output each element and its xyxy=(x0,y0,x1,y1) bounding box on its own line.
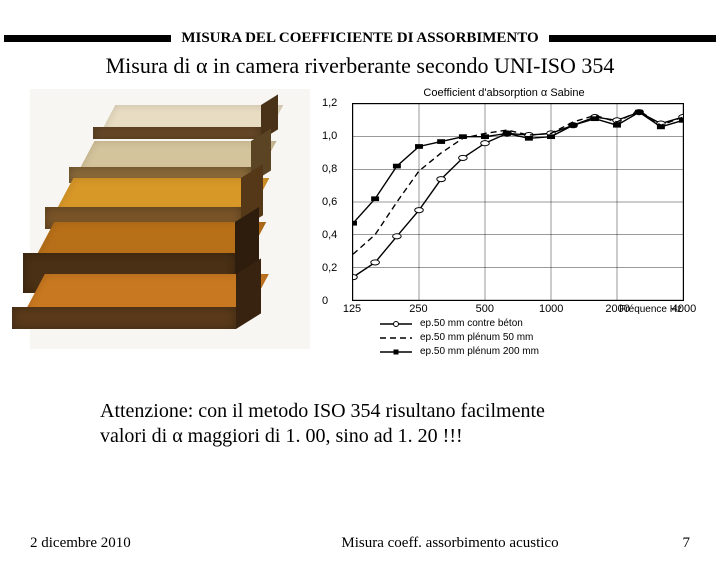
materials-photo xyxy=(30,89,310,349)
footer-page: 7 xyxy=(650,535,690,552)
footer-center: Misura coeff. assorbimento acustico xyxy=(210,535,650,552)
footer: 2 dicembre 2010 Misura coeff. assorbimen… xyxy=(0,535,720,552)
header-title: MISURA DEL COEFFICIENTE DI ASSORBIMENTO xyxy=(171,30,548,47)
note-line-1: Attenzione: con il metodo ISO 354 risult… xyxy=(100,400,545,422)
warning-note: Attenzione: con il metodo ISO 354 risult… xyxy=(0,399,720,449)
content-row: Coefficient d'absorption α Sabine Fréque… xyxy=(0,79,720,369)
rule-right xyxy=(549,35,716,42)
absorption-chart: Coefficient d'absorption α Sabine Fréque… xyxy=(318,89,690,359)
note-line-2: valori di α maggiori di 1. 00, sino ad 1… xyxy=(100,425,463,447)
header: MISURA DEL COEFFICIENTE DI ASSORBIMENTO xyxy=(0,30,720,47)
chart-title: Coefficient d'absorption α Sabine xyxy=(423,87,584,99)
subtitle: Misura di α in camera riverberante secon… xyxy=(0,53,720,79)
footer-date: 2 dicembre 2010 xyxy=(30,535,210,552)
chart-legend: ep.50 mm contre bétonep.50 mm plénum 50 … xyxy=(378,317,539,359)
chart-plot xyxy=(352,103,684,301)
rule-left xyxy=(4,35,171,42)
